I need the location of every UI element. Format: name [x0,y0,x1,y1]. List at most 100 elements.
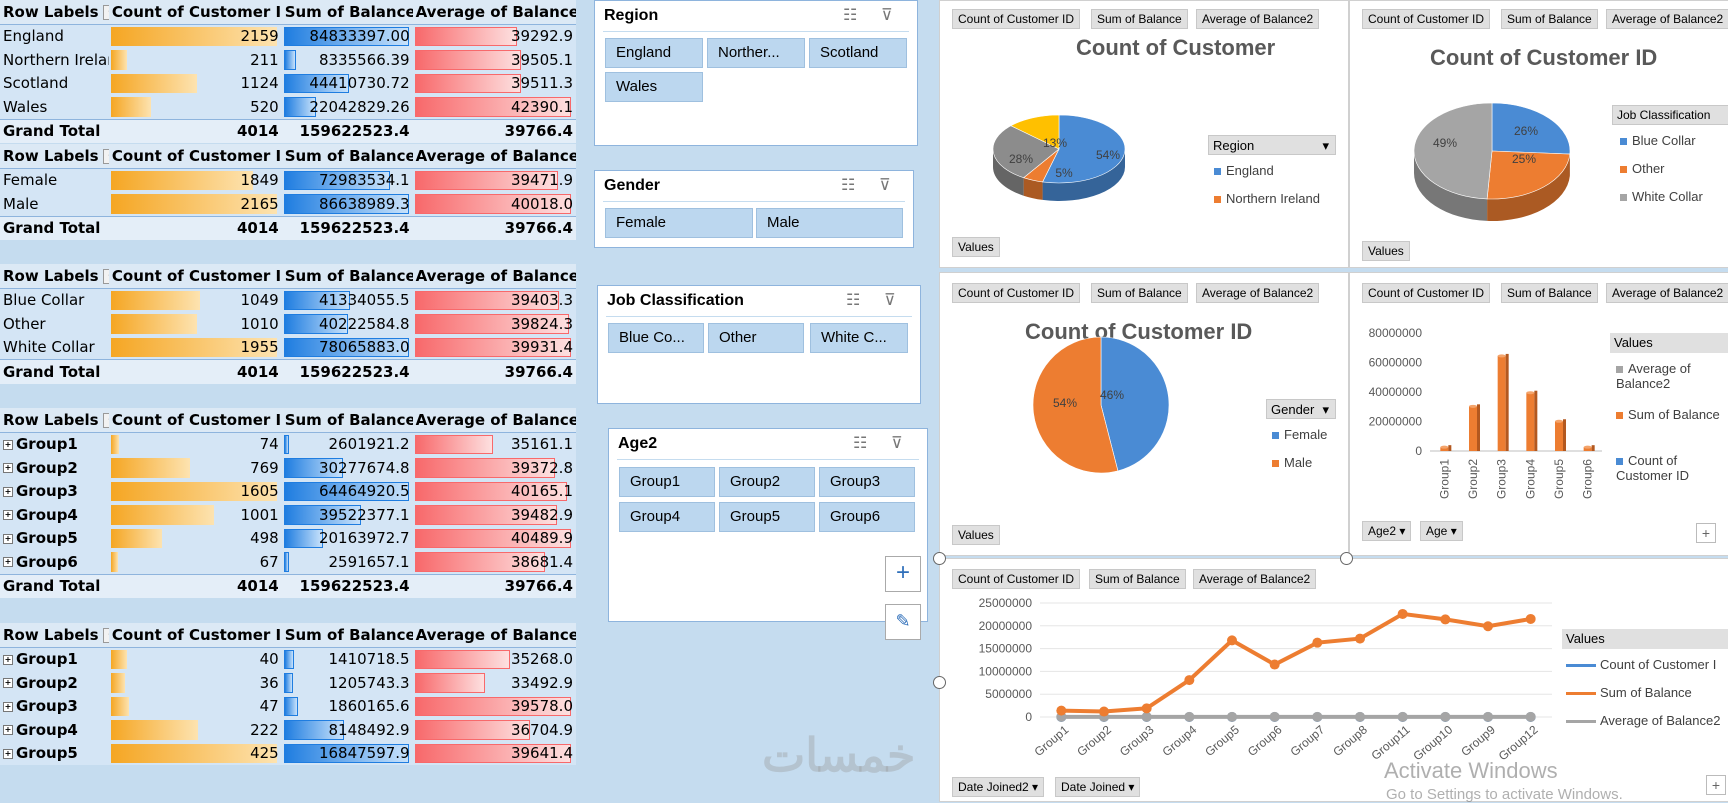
row-label[interactable]: +Group5 [0,527,109,551]
resize-handle[interactable] [1340,552,1353,565]
row-label[interactable]: Scotland [0,72,109,96]
column-header[interactable]: Row Labels▾ [0,264,109,288]
row-label[interactable]: +Group1 [0,432,109,456]
row-label[interactable]: +Group5 [0,742,109,766]
axis-button-age2[interactable]: Age2 ▾ [1362,521,1411,541]
row-label[interactable]: +Group2 [0,671,109,695]
slicer-item-group3[interactable]: Group3 [819,467,915,497]
row-label[interactable]: +Group1 [0,647,109,671]
multi-select-icon[interactable]: ☷ [841,175,855,195]
slicer-item-scotland[interactable]: Scotland [809,38,907,68]
expand-icon[interactable]: + [3,702,13,712]
legend-header[interactable]: Region▾ [1208,135,1336,155]
chart-gender-pie[interactable]: Count of Customer ID Sum of Balance Aver… [939,272,1349,556]
slicer-item-white-collar[interactable]: White C... [810,323,908,353]
column-header[interactable]: Row Labels▾ [0,623,109,647]
clear-filter-icon[interactable]: ⊽ [879,175,891,195]
expand-icon[interactable]: + [1706,775,1726,795]
slicer-item-group4[interactable]: Group4 [619,502,715,532]
axis-button-age[interactable]: Age ▾ [1420,521,1463,541]
multi-select-icon[interactable]: ☷ [843,5,857,25]
expand-icon[interactable]: + [3,725,13,735]
row-label[interactable]: Male [0,192,109,216]
expand-icon[interactable]: + [3,487,13,497]
chart-date-line[interactable]: Count of Customer ID Sum of Balance Aver… [939,558,1728,802]
row-label[interactable]: +Group4 [0,718,109,742]
expand-icon[interactable]: + [3,534,13,544]
chart-job-pie[interactable]: Count of Customer ID Sum of Balance Aver… [1349,0,1728,268]
row-label[interactable]: +Group3 [0,480,109,504]
slicer-item-group2[interactable]: Group2 [719,467,815,497]
row-label[interactable]: Other [0,312,109,336]
row-label[interactable]: Wales [0,95,109,119]
expand-icon[interactable]: + [3,440,13,450]
slicer-item-group6[interactable]: Group6 [819,502,915,532]
expand-icon[interactable]: + [3,557,13,567]
legend-header[interactable]: Gender▾ [1266,399,1336,419]
slicer-item-other[interactable]: Other [708,323,804,353]
slicer-item-northern-ireland[interactable]: Norther... [707,38,805,68]
row-label[interactable]: Northern Ireland [0,48,109,72]
expand-icon[interactable]: + [1696,523,1716,543]
expand-icon[interactable]: + [3,749,13,759]
multi-select-icon[interactable]: ☷ [846,290,860,310]
resize-handle[interactable] [933,552,946,565]
slicer-item-england[interactable]: England [605,38,703,68]
add-chart-button[interactable]: + [885,556,921,592]
row-label[interactable]: England [0,24,109,48]
values-button[interactable]: Values [952,237,1000,257]
row-label[interactable]: +Group4 [0,503,109,527]
values-button[interactable]: Values [1362,241,1410,261]
row-label[interactable]: Blue Collar [0,288,109,312]
row-label[interactable]: +Group6 [0,550,109,574]
clear-filter-icon[interactable]: ⊽ [884,290,896,310]
slicer-item-group1[interactable]: Group1 [619,467,715,497]
slicer-item-group5[interactable]: Group5 [719,502,815,532]
values-button[interactable]: Values [952,525,1000,545]
slicer-item-wales[interactable]: Wales [605,72,703,102]
chart-age-bar[interactable]: Count of Customer ID Sum of Balance Aver… [1349,272,1728,556]
column-header[interactable]: Row Labels▾ [0,144,109,168]
slicer-item-male[interactable]: Male [756,208,903,238]
expand-icon[interactable]: + [3,463,13,473]
axis-button-date-joined2[interactable]: Date Joined2 ▾ [952,777,1044,797]
multi-select-icon[interactable]: ☷ [853,433,867,453]
row-label[interactable]: White Collar [0,336,109,360]
expand-icon[interactable]: + [3,678,13,688]
column-header[interactable]: Row Labels▾ [0,408,109,432]
axis-button-date-joined[interactable]: Date Joined ▾ [1055,777,1140,797]
clear-filter-icon[interactable]: ⊽ [881,5,893,25]
chart-style-button[interactable]: ✎ [885,604,921,640]
legend-header[interactable]: Job Classification [1612,105,1728,125]
slicer-item-female[interactable]: Female [605,208,753,238]
row-label[interactable]: Female [0,168,109,192]
column-header[interactable]: Row Labels▾ [0,0,109,24]
expand-icon[interactable]: + [3,510,13,520]
row-label[interactable]: +Group3 [0,695,109,719]
chart-region-pie[interactable]: Count of Customer ID Sum of Balance Aver… [939,0,1349,268]
expand-icon[interactable]: + [3,655,13,665]
row-label[interactable]: +Group2 [0,456,109,480]
slicer-item-blue-collar[interactable]: Blue Co... [608,323,704,353]
clear-filter-icon[interactable]: ⊽ [891,433,903,453]
